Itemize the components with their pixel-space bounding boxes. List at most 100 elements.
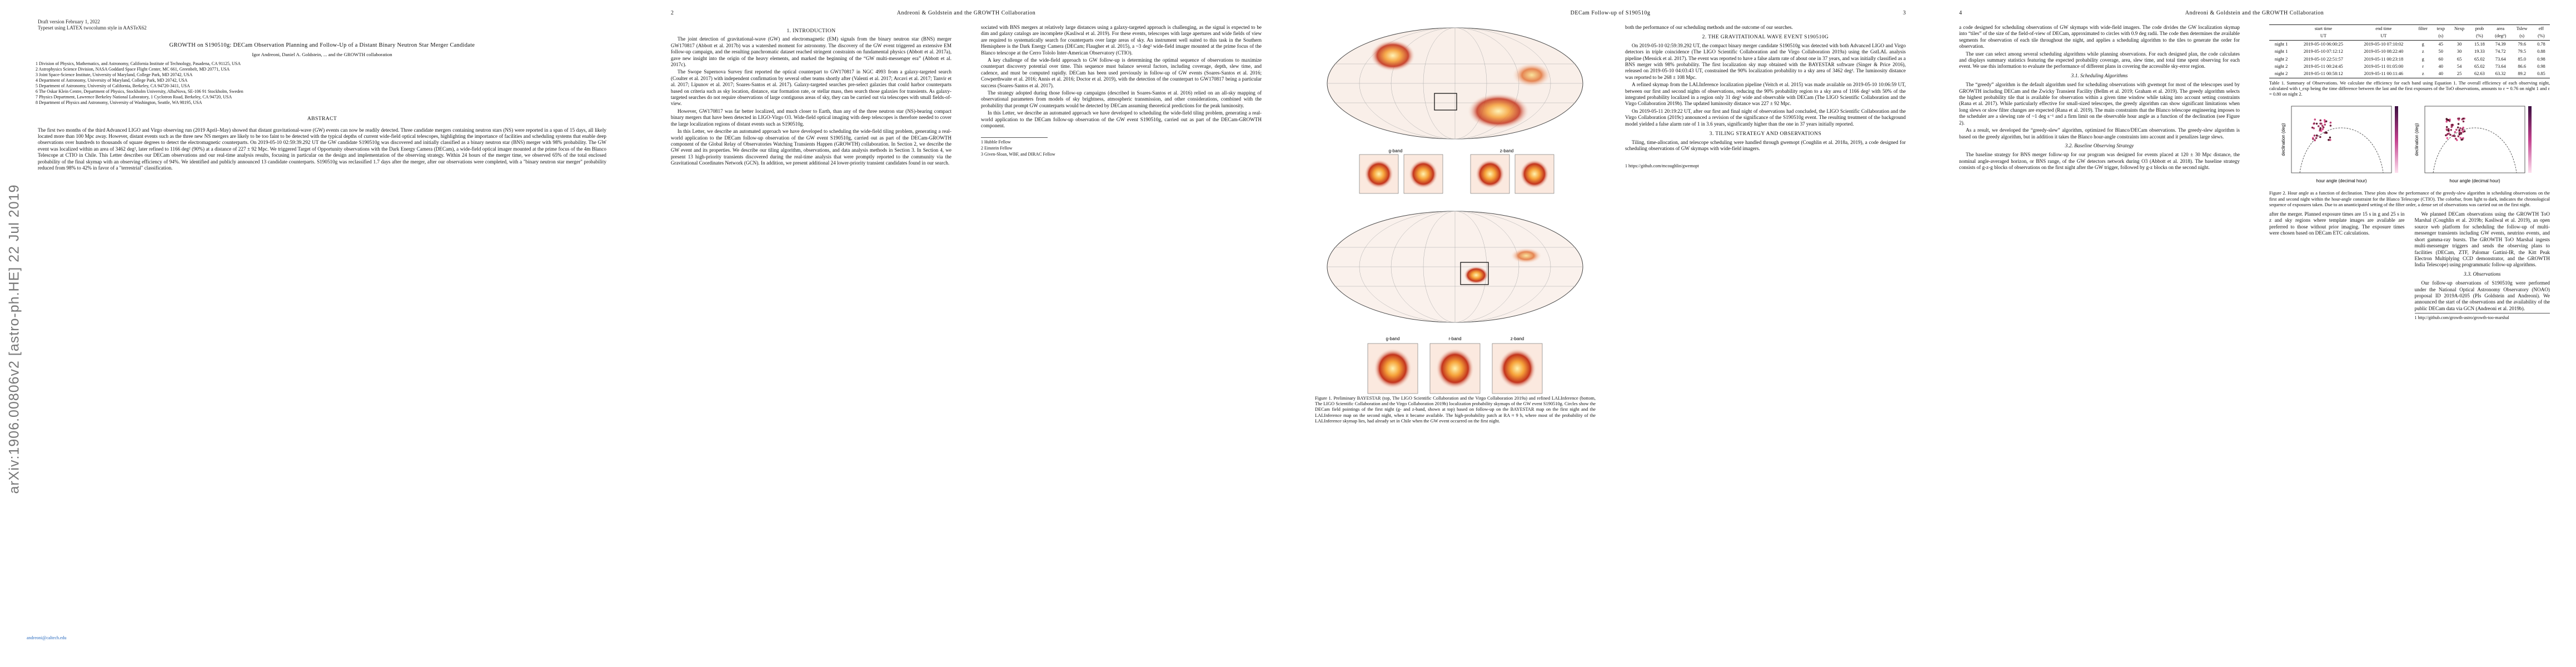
table-unit-row: UT UT (s) (%) (deg²) (s) (%) xyxy=(2269,32,2550,41)
paragraph: The strategy adopted during those follow… xyxy=(981,90,1262,108)
scatter-point xyxy=(2461,128,2464,131)
paragraph: On 2019-05-10 02:59:39.292 UT, the compa… xyxy=(1625,42,1906,80)
x-axis-label: hour angle (decimal hour) xyxy=(2449,178,2500,183)
paragraph: We planned DECam observations using the … xyxy=(2414,211,2550,268)
scatter-point xyxy=(2463,130,2466,133)
skymap-figure: g-band z-band xyxy=(1327,27,1583,394)
scatter-point xyxy=(2329,139,2331,142)
table-cell: 2019-05-10 07:12:12 xyxy=(2303,49,2343,54)
left-column: a code designed for scheduling observati… xyxy=(1959,24,2240,172)
affiliation: 2 Astrophysics Science Division, NASA Go… xyxy=(36,66,230,72)
x-axis-label: hour angle (decimal hour) xyxy=(2316,178,2366,183)
table-body: night 1 2019-05-10 06:00:25 2019-05-10 07:… xyxy=(2269,40,2550,78)
scatter-points-night-1 xyxy=(2311,118,2332,142)
scatter-point xyxy=(2311,127,2314,129)
table-cell: 2019-05-10 07:10:02 xyxy=(2364,41,2404,47)
table-header: area xyxy=(2489,24,2512,33)
running-title: DECam Follow-up of S190510g xyxy=(1570,10,1651,16)
scatter-point xyxy=(2322,126,2325,129)
scatter-point xyxy=(2447,133,2449,136)
panel-night-1 xyxy=(2291,106,2398,173)
page-3: DECam Follow-up of S190510g 3 xyxy=(1288,0,1932,667)
table-cell: 73.64 xyxy=(2495,56,2506,62)
scatter-point xyxy=(2453,135,2455,137)
table-cell: 0.78 xyxy=(2537,41,2545,47)
table-cell: night 1 xyxy=(2274,49,2288,54)
panel-night-2 xyxy=(2424,106,2532,173)
affiliation: 4 Department of Astronomy, University of… xyxy=(36,77,188,83)
paragraph: In this Letter, we describe an automated… xyxy=(981,110,1262,129)
paragraph: The Swope Supernova Survey first reporte… xyxy=(671,69,951,107)
table-header: prob xyxy=(2469,24,2490,33)
affiliation: 6 The Oskar Klein Centre, Department of … xyxy=(36,88,243,94)
scatter-point xyxy=(2317,125,2320,128)
scatter-point xyxy=(2458,117,2460,120)
subcolumn-right: We planned DECam observations using the … xyxy=(2414,211,2550,321)
subsection-heading: 3.1. Scheduling Algorithms xyxy=(2071,73,2128,79)
table-cell: 15.18 xyxy=(2474,41,2485,47)
scatter-point xyxy=(2329,137,2331,139)
panel-label: g-band xyxy=(1389,148,1403,153)
table-cell: 79.5 xyxy=(2518,49,2526,54)
inset-row-top: g-band z-band xyxy=(1359,148,1554,194)
running-title: Andreoni & Goldstein and the GROWTH Coll… xyxy=(2185,10,2324,16)
scatter-point xyxy=(2320,123,2322,125)
table-unit: UT xyxy=(2293,32,2354,41)
scatter-point xyxy=(2446,129,2448,132)
section-heading: 1. INTRODUCTION xyxy=(786,28,836,34)
scatter-point xyxy=(2315,135,2318,137)
observations-table: start time end time filter texp Nexp pro… xyxy=(2269,24,2550,78)
running-head: 4 Andreoni & Goldstein and the GROWTH Co… xyxy=(1959,10,2550,18)
subcolumn-left: after the merger. Planned exposure times… xyxy=(2269,211,2405,321)
paragraph: The user can select among several schedu… xyxy=(1959,51,2240,69)
table-cell: 2019-05-10 08:22:40 xyxy=(2364,49,2404,54)
table-cell: 25 xyxy=(2449,70,2469,78)
table-unit: (%) xyxy=(2532,32,2550,41)
paper-title: GROWTH on S190510g: DECam Observation Pl… xyxy=(169,42,475,48)
paragraph: On 2019-05-11 20:19:22 UT, after our fir… xyxy=(1625,108,1906,127)
page-2: 2 Andreoni & Goldstein and the GROWTH Co… xyxy=(644,0,1288,667)
scatter-point xyxy=(2457,135,2460,138)
figure-1-caption: Figure 1. Preliminary BAYESTAR (top, The… xyxy=(1315,396,1596,424)
table-header: Nexp xyxy=(2449,24,2469,33)
colorbar xyxy=(2528,106,2532,173)
table-cell: 30 xyxy=(2457,41,2462,47)
paragraph: A key challenge of the wide-field approa… xyxy=(981,57,1262,88)
table-cell: 2019-05-10 06:00:25 xyxy=(2303,41,2343,47)
typeset-note: Typeset using LATEX twocolumn style in A… xyxy=(38,25,147,31)
table-header: end time xyxy=(2353,24,2414,33)
paragraph: The joint detection of gravitational-wav… xyxy=(671,36,951,68)
table-cell: 2019-05-11 00:23:18 xyxy=(2364,56,2404,62)
scatter-point xyxy=(2447,128,2450,131)
running-head: 2 Andreoni & Goldstein and the GROWTH Co… xyxy=(671,10,1262,18)
scatter-point xyxy=(2448,130,2450,132)
scatter-point xyxy=(2447,119,2450,122)
draft-line: Draft version February 1, 2022 Typeset u… xyxy=(38,19,617,31)
scatter-point xyxy=(2315,123,2318,125)
scatter-point xyxy=(2313,122,2315,125)
hour-angle-plot: hour angle (decimal hour) hour angle (de… xyxy=(2281,106,2532,183)
draft-version: Draft version February 1, 2022 xyxy=(38,19,100,24)
table-cell: night 1 xyxy=(2274,41,2288,47)
table-cell: 65 xyxy=(2457,56,2462,62)
table-unit: (s) xyxy=(2432,32,2450,41)
footnote: 1 Hubble Fellow xyxy=(981,137,1048,145)
author-email-link[interactable]: andreoni@caltech.edu xyxy=(27,635,67,640)
paragraph: The baseline strategy for BNS merger fol… xyxy=(1959,152,2240,171)
scatter-point xyxy=(2323,119,2326,122)
page-number: 2 xyxy=(671,10,674,16)
scatter-point xyxy=(2321,128,2324,131)
table-cell: r xyxy=(2422,64,2424,69)
table-cell: 73.64 xyxy=(2495,64,2506,69)
scatter-point xyxy=(2457,123,2460,126)
scatter-point xyxy=(2325,132,2328,134)
scatter-point xyxy=(2315,137,2318,140)
panel-label: z-band xyxy=(1511,336,1524,341)
running-head: DECam Follow-up of S190510g 3 xyxy=(1315,10,1906,18)
skymap-bottom xyxy=(1327,211,1583,323)
scatter-point xyxy=(2459,127,2462,130)
paragraph: both the performance of our scheduling m… xyxy=(1625,24,1793,30)
scatter-point xyxy=(2449,134,2452,136)
table-cell: 89.2 xyxy=(2511,70,2533,78)
table-cell: g xyxy=(2421,41,2424,47)
